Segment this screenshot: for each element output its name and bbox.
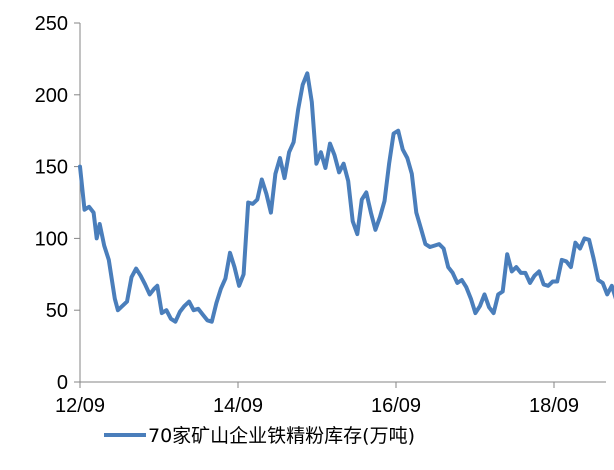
- legend: 70家矿山企业铁精粉库存(万吨): [104, 425, 415, 447]
- x-tick-label: 14/09: [213, 395, 263, 417]
- x-tick-label: 12/09: [55, 395, 105, 417]
- series-line: [78, 71, 614, 324]
- y-tick-label: 100: [35, 228, 68, 250]
- y-tick-label: 150: [35, 157, 68, 179]
- legend-label: 70家矿山企业铁精粉库存(万吨): [148, 425, 415, 447]
- x-tick-label: 16/09: [371, 395, 421, 417]
- y-tick-label: 50: [46, 300, 68, 322]
- series-layer: [78, 71, 614, 324]
- y-tick-label: 250: [35, 13, 68, 35]
- x-tick-label: 18/09: [529, 395, 579, 417]
- y-tick-label: 0: [57, 372, 68, 394]
- y-tick-label: 200: [35, 85, 68, 107]
- axes: 0 50 100 150 200 250 12/09 14/09 16/09 18/09: [35, 13, 606, 417]
